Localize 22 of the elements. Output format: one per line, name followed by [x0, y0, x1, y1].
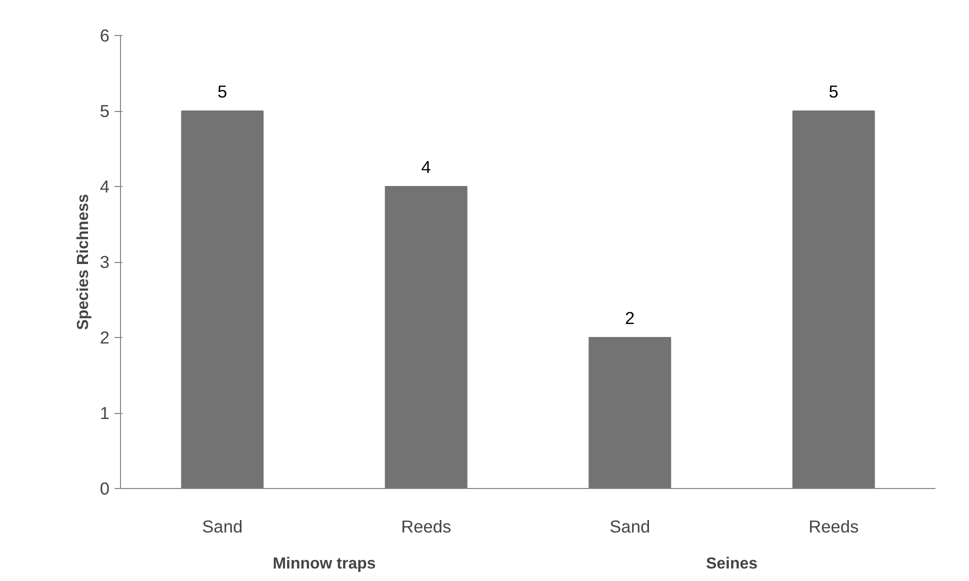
- data-label: 2: [625, 308, 635, 328]
- y-axis-title: Species Richness: [74, 194, 92, 330]
- data-label: 5: [828, 81, 838, 102]
- data-label: 5: [218, 81, 228, 102]
- x-tick-label: Sand: [202, 516, 243, 536]
- y-tick-label: 0: [100, 478, 110, 498]
- x-tick-label: Sand: [610, 516, 650, 536]
- x-tick-label: Reeds: [401, 516, 452, 536]
- bar: [384, 186, 468, 488]
- text: Seines: [706, 556, 758, 572]
- x-tick-label: Reeds: [808, 516, 860, 536]
- bar: [181, 110, 264, 488]
- y-tick-label: 4: [100, 176, 110, 196]
- y-tick-label: 2: [100, 328, 110, 348]
- bar: [588, 337, 672, 488]
- y-tick-label: 3: [100, 252, 110, 272]
- data-label: 4: [421, 156, 432, 177]
- text: Minnow traps: [272, 556, 376, 572]
- y-tick-label: 6: [100, 26, 110, 46]
- bar: [792, 110, 875, 488]
- y-tick-label: 1: [100, 403, 110, 423]
- y-tick-label: 5: [100, 101, 110, 121]
